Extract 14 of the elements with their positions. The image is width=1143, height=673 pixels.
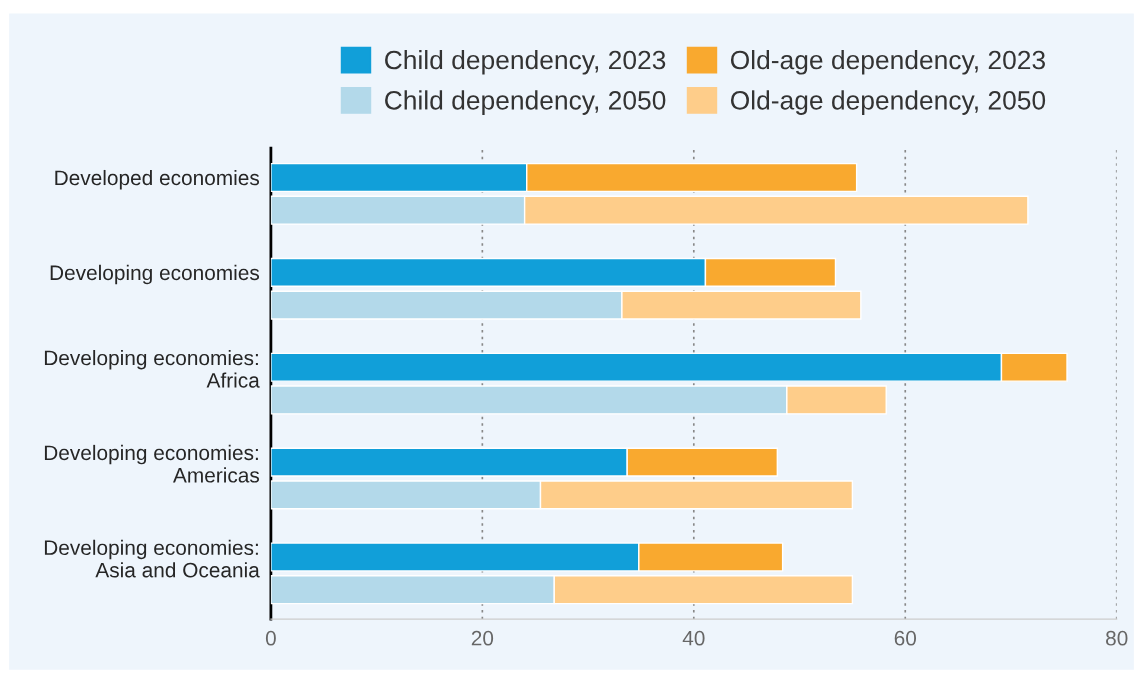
y-tick-label: Developing economies: Asia and Oceania bbox=[44, 539, 260, 578]
y-tick-label: Developing economies bbox=[50, 264, 260, 285]
legend-label: Old-age dependency, 2050 bbox=[730, 90, 1046, 115]
y-tick-label: Developing economies: Africa bbox=[44, 349, 260, 388]
legend-label: Old-age dependency, 2023 bbox=[730, 49, 1045, 75]
legend-label: Child dependency, 2050 bbox=[385, 90, 666, 115]
y-tick-label: Developed economies bbox=[55, 169, 260, 190]
x-tick-label: 40 bbox=[682, 630, 705, 646]
y-tick-label: Developing economies: Americas bbox=[44, 444, 260, 483]
x-tick-label: 60 bbox=[894, 630, 917, 646]
x-tick-label: 80 bbox=[1106, 630, 1128, 646]
x-tick-label: 20 bbox=[471, 630, 494, 646]
x-tick-label: 0 bbox=[265, 630, 276, 646]
legend-label: Child dependency, 2023 bbox=[385, 49, 666, 75]
